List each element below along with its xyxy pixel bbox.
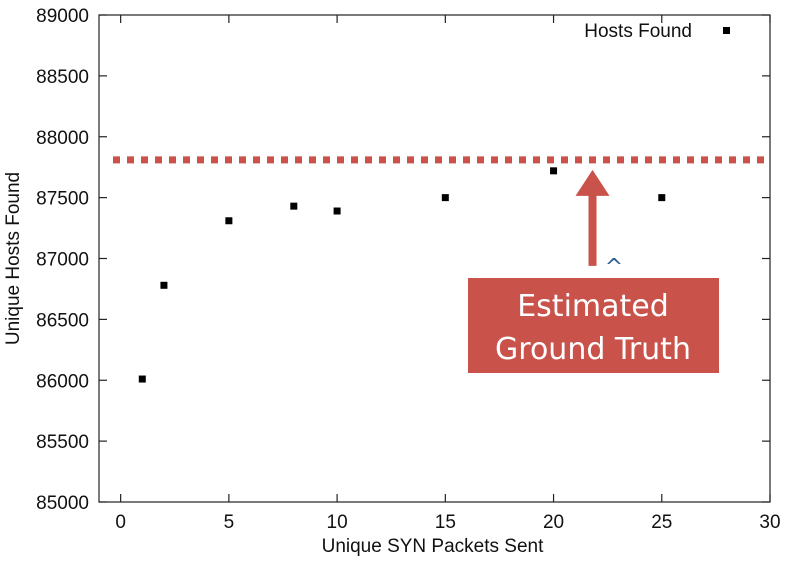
- data-point: [290, 202, 298, 210]
- data-point: [658, 194, 666, 202]
- data-point: [160, 281, 168, 289]
- y-tick-label: 87500: [36, 189, 89, 210]
- data-point: [225, 217, 233, 225]
- data-point: [333, 207, 341, 215]
- x-axis-title: Unique SYN Packets Sent: [322, 536, 545, 557]
- x-tick-label: 15: [435, 512, 456, 533]
- data-point: [441, 194, 449, 202]
- estimated-ground-truth-callout: Estimated Ground Truth: [468, 169, 719, 373]
- x-tick-label: 0: [115, 512, 126, 533]
- callout-arrow-shaft: [588, 193, 597, 266]
- plot-frame: [98, 14, 771, 503]
- y-tick-label: 85000: [36, 493, 89, 514]
- y-tick-label: 87000: [36, 250, 89, 271]
- y-tick-label: 88000: [36, 128, 89, 149]
- data-point: [138, 375, 146, 383]
- callout-text-line-2: Ground Truth: [495, 332, 691, 367]
- tick-labels: 85000 85500 86000 86500 87000 87500 88000 88500…: [36, 6, 780, 533]
- y-tick-label: 85500: [36, 432, 89, 453]
- x-tick-label: 25: [651, 512, 672, 533]
- data-point: [550, 167, 558, 175]
- callout-text-line-1: Estimated: [517, 289, 669, 324]
- y-axis-title: Unique Hosts Found: [3, 172, 24, 345]
- data-points: [138, 167, 666, 383]
- x-tick-label: 10: [327, 512, 348, 533]
- y-tick-label: 89000: [36, 6, 89, 27]
- x-tick-label: 30: [759, 512, 780, 533]
- legend-label-hosts-found: Hosts Found: [584, 21, 692, 42]
- legend: Hosts Found: [584, 21, 730, 42]
- callout-box: [468, 278, 719, 373]
- caret-mark: ^: [605, 255, 623, 280]
- y-tick-label: 86000: [36, 371, 89, 392]
- x-tick-label: 5: [224, 512, 235, 533]
- callout-arrow-head: [575, 169, 610, 196]
- legend-marker-square: [723, 27, 730, 34]
- y-tick-label: 88500: [36, 67, 89, 88]
- y-tick-label: 86500: [36, 310, 89, 331]
- x-tick-label: 20: [543, 512, 564, 533]
- tick-marks: [99, 14, 771, 503]
